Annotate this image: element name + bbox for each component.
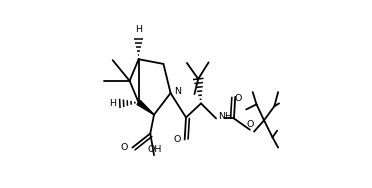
Text: O: O [235, 94, 242, 103]
Text: O: O [173, 135, 180, 144]
Text: OH: OH [148, 145, 162, 154]
Text: O: O [121, 143, 128, 152]
Text: H: H [109, 99, 116, 108]
Text: H: H [135, 25, 142, 34]
Text: NH: NH [218, 112, 232, 121]
Polygon shape [137, 100, 154, 115]
Text: O: O [247, 120, 254, 129]
Text: N: N [174, 87, 181, 96]
